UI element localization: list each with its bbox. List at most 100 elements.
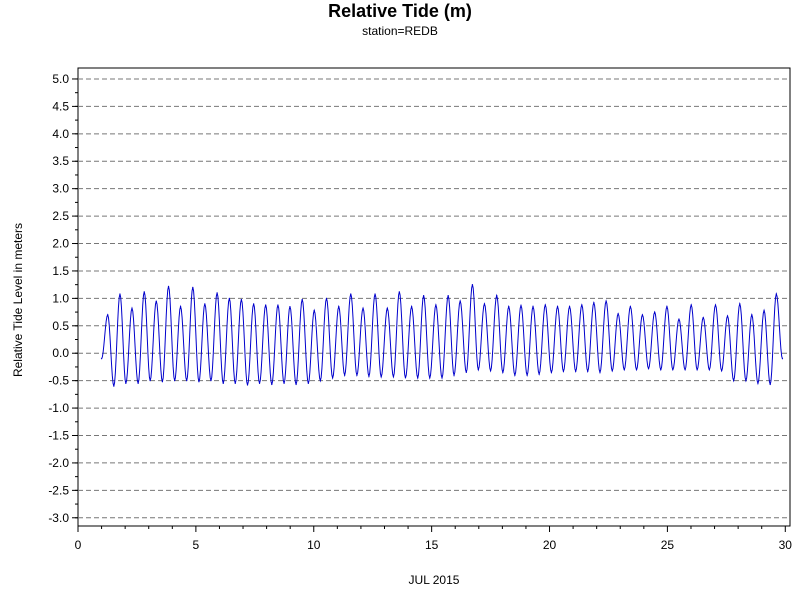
tide-point <box>338 305 340 308</box>
tide-point <box>489 370 492 372</box>
tide-point <box>374 293 376 295</box>
tide-point <box>398 291 400 293</box>
tide-point <box>623 369 625 371</box>
tide-point <box>745 380 747 382</box>
tide-point <box>465 371 467 374</box>
x-tick-label: 10 <box>307 538 321 552</box>
tide-point <box>210 380 212 382</box>
tide-point <box>119 293 121 295</box>
tide-point <box>307 382 309 384</box>
x-tick-label: 15 <box>425 538 439 552</box>
y-tick-label: -2.5 <box>48 483 69 497</box>
tide-point <box>283 382 285 384</box>
tide-point <box>599 371 601 374</box>
x-tick-label: 25 <box>661 538 675 552</box>
tide-point <box>350 293 352 295</box>
tide-point <box>332 377 334 379</box>
tide-point <box>258 382 261 384</box>
tide-point <box>192 286 194 289</box>
tide-point <box>696 369 698 371</box>
y-tick-label: 0.0 <box>52 346 69 360</box>
tide-point <box>635 369 638 371</box>
tide-point <box>538 373 540 375</box>
y-tick-label: -2.0 <box>48 456 69 470</box>
tide-point <box>520 304 522 307</box>
tide-point <box>678 318 680 320</box>
tide-point <box>581 304 583 306</box>
tide-point <box>216 292 218 294</box>
chart-title: Relative Tide (m) <box>328 1 472 21</box>
tide-point <box>702 316 704 319</box>
tide-point <box>739 303 741 305</box>
chart-subtitle: station=REDB <box>362 24 438 38</box>
tide-point <box>325 297 328 299</box>
x-tick-label: 5 <box>193 538 200 552</box>
tide-point <box>155 300 157 302</box>
tide-point <box>228 297 230 299</box>
y-tick-label: 4.0 <box>52 127 69 141</box>
tide-point <box>605 300 607 302</box>
tide-point <box>265 304 267 306</box>
tide-point <box>447 295 449 297</box>
tide-point <box>757 382 759 384</box>
y-tick-label: 4.5 <box>52 99 69 113</box>
tide-point <box>556 305 559 308</box>
tide-point <box>167 285 170 287</box>
tide-point <box>246 384 249 386</box>
tide-point <box>380 376 382 378</box>
y-tick-label: 2.5 <box>52 209 69 223</box>
tide-point <box>775 293 777 295</box>
tide-point <box>562 370 565 372</box>
tide-point <box>386 307 388 309</box>
y-tick-label: -3.0 <box>48 511 69 525</box>
tide-point <box>222 382 224 384</box>
tide-point <box>532 305 534 308</box>
tide-point <box>684 369 686 371</box>
tide-point <box>611 370 613 372</box>
tide-point <box>751 314 753 316</box>
tide-point <box>186 380 188 382</box>
tide-point <box>411 305 413 308</box>
y-tick-label: -0.5 <box>48 374 69 388</box>
tide-point <box>544 304 546 306</box>
tide-point <box>174 380 176 382</box>
tide-point <box>769 383 771 386</box>
tide-point <box>417 377 419 379</box>
tide-point <box>131 307 133 309</box>
tide-point <box>137 382 139 384</box>
tide-point <box>587 370 589 372</box>
tide-point <box>234 382 236 384</box>
tide-point <box>502 371 504 374</box>
tide-point <box>508 305 510 308</box>
tide-series-line <box>101 284 783 387</box>
tide-point <box>672 369 674 371</box>
x-tick-label: 20 <box>543 538 557 552</box>
tide-point <box>125 382 127 384</box>
y-tick-label: 0.5 <box>52 319 69 333</box>
tide-point <box>781 358 784 360</box>
y-tick-label: 1.0 <box>52 291 69 305</box>
tide-point <box>271 383 273 386</box>
tide-point <box>453 374 455 376</box>
tide-point <box>666 305 668 308</box>
tide-point <box>483 303 486 305</box>
tide-point <box>295 383 297 386</box>
tide-point <box>641 314 644 316</box>
tide-point <box>568 305 571 308</box>
tide-point <box>514 374 516 376</box>
tide-point <box>726 315 729 317</box>
x-axis: 0 5 10 15 20 25 30 <box>75 526 793 552</box>
tide-point <box>204 303 206 305</box>
tide-point <box>313 309 315 312</box>
x-tick-label: 30 <box>779 538 793 552</box>
tide-point <box>301 298 303 301</box>
tide-point <box>471 284 474 286</box>
tide-point <box>240 298 242 301</box>
tide-point <box>100 358 103 360</box>
tide-point <box>289 305 291 308</box>
grid-lines <box>78 78 790 519</box>
tide-point <box>435 304 437 306</box>
tide-point <box>198 381 200 383</box>
tide-point <box>654 311 656 313</box>
